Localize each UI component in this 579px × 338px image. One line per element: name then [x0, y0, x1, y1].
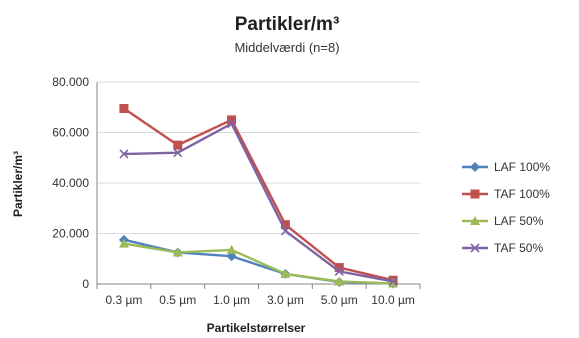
data-point [334, 263, 344, 273]
series-taf-100- [119, 104, 398, 285]
gridlines [97, 81, 420, 234]
marker-stroke [173, 148, 183, 158]
y-tick-label: 20.000 [52, 227, 89, 241]
legend-item: TAF 100% [462, 187, 550, 201]
data-point [172, 247, 183, 257]
x-tick-label: 3.0 µm [267, 293, 304, 307]
series-taf-50- [119, 119, 398, 287]
x-tick-label: 1.0 µm [213, 293, 250, 307]
legend-label: TAF 100% [494, 187, 550, 201]
marker-stroke [227, 119, 237, 129]
y-tick-label: 40.000 [52, 176, 89, 190]
legend-label: TAF 50% [494, 241, 543, 255]
x-tick-labels: 0.3 µm 0.5 µm 1.0 µm 3.0 µm 5.0 µm 10.0 µm [105, 293, 414, 307]
y-tick-labels: 0 20.000 40.000 60.000 80.000 [52, 75, 89, 291]
y-tick-label: 80.000 [52, 75, 89, 89]
series-lines [118, 104, 399, 289]
legend-label: LAF 50% [494, 214, 544, 228]
data-point [280, 226, 290, 236]
chart-title: Partikler/m³ [235, 14, 340, 35]
marker-stroke [119, 149, 129, 159]
data-point [227, 119, 237, 129]
data-point [173, 148, 183, 158]
series-laf-50- [118, 238, 399, 288]
legend: LAF 100% TAF 100% LAF 50% TAF 50% [462, 160, 550, 255]
marker-stroke [334, 266, 344, 276]
x-tick-label: 5.0 µm [321, 293, 358, 307]
axes [96, 82, 421, 289]
data-point [334, 276, 345, 286]
data-point [227, 115, 237, 125]
data-point [280, 268, 291, 278]
x-tick-label: 10.0 µm [371, 293, 415, 307]
marker-stroke [280, 226, 290, 236]
y-axis-title: Partikler/m³ [11, 151, 25, 217]
data-point [226, 244, 237, 254]
series-line [123, 107, 394, 282]
legend-item: TAF 50% [462, 241, 543, 255]
x-tick-label: 0.3 µm [105, 293, 142, 307]
x-tick-label: 0.5 µm [159, 293, 196, 307]
legend-item: LAF 50% [462, 214, 544, 228]
marker-stroke [388, 276, 398, 287]
x-axis-title: Partikelstørrelser [207, 321, 306, 335]
marker-stroke [470, 243, 480, 253]
data-point [173, 140, 183, 150]
y-tick-label: 0 [82, 277, 89, 291]
series-line [123, 242, 394, 285]
data-point [119, 149, 129, 159]
legend-label: LAF 100% [494, 160, 550, 174]
legend-marker [470, 216, 480, 225]
chart-subtitle: Middelværdi (n=8) [234, 40, 339, 55]
data-point [388, 276, 398, 287]
legend-marker [470, 189, 480, 199]
data-point [280, 220, 290, 230]
data-point [334, 266, 344, 276]
legend-marker [470, 162, 480, 172]
data-point [118, 238, 129, 248]
legend-item: LAF 100% [462, 160, 550, 174]
series-line [123, 122, 394, 283]
y-tick-label: 60.000 [52, 126, 89, 140]
legend-marker [470, 243, 480, 253]
data-point [119, 104, 129, 114]
data-point [388, 278, 399, 288]
